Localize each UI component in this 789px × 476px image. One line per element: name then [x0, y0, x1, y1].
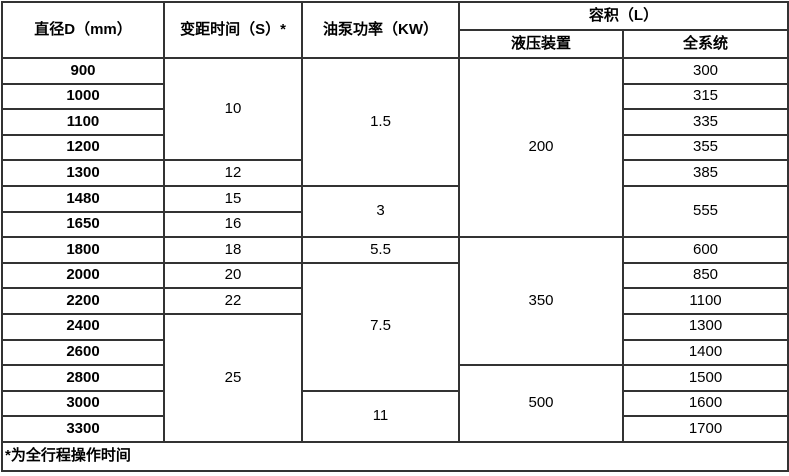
cell-diameter: 1100 — [1, 108, 165, 136]
spec-table-footer: *为全行程操作时间 — [0, 440, 789, 472]
cell-diameter: 1300 — [1, 159, 165, 187]
cell-diameter: 2400 — [1, 312, 165, 341]
table-row: 1800 18 5.5 350 600 — [1, 236, 789, 367]
cell-full-system: 335 — [621, 108, 789, 136]
cell-diameter: 1000 — [1, 82, 165, 111]
cell-pitch-time: 16 — [163, 210, 303, 239]
cell-full-system: 385 — [621, 159, 789, 187]
footnote-row: *为全行程操作时间 — [0, 440, 789, 472]
cell-diameter: 3300 — [1, 415, 165, 443]
cell-pitch-time: 15 — [163, 184, 303, 213]
table-row: 1200 355 — [1, 133, 789, 162]
table-row: 3300 1700 — [1, 415, 789, 443]
header-diameter: 直径D（mm） — [1, 1, 165, 59]
cell-diameter: 2000 — [1, 261, 165, 290]
cell-pump-power: 7.5 — [301, 261, 460, 392]
table-row: 900 10 1.5 200 300 — [1, 56, 789, 239]
cell-full-system: 850 — [621, 261, 789, 290]
cell-full-system: 1100 — [621, 287, 789, 315]
cell-full-system: 315 — [621, 82, 789, 111]
cell-diameter: 2600 — [1, 338, 165, 367]
table-row: 2000 20 7.5 850 — [1, 261, 789, 392]
cell-pump-power: 11 — [301, 389, 460, 443]
cell-pump-power: 3 — [301, 184, 460, 239]
table-row: 2200 22 1100 — [1, 287, 789, 315]
cell-diameter: 1800 — [1, 236, 165, 264]
cell-full-system: 355 — [621, 133, 789, 162]
table-row: 1100 335 — [1, 108, 789, 136]
header-volume: 容积（L） — [457, 1, 789, 31]
header-full-system: 全系统 — [621, 29, 789, 59]
cell-hydraulic: 200 — [458, 56, 624, 239]
header-pitch-time: 变距时间（S）* — [163, 1, 303, 59]
cell-diameter: 2200 — [1, 287, 165, 315]
cell-pitch-time: 12 — [163, 159, 303, 187]
cell-full-system: 600 — [621, 236, 789, 264]
cell-pump-power: 5.5 — [301, 236, 460, 264]
table-row: 2600 1400 — [1, 338, 789, 367]
cell-pitch-time: 10 — [163, 56, 303, 162]
table-row: 1300 12 385 — [1, 159, 789, 187]
cell-pitch-time: 22 — [163, 287, 303, 315]
cell-pitch-time: 25 — [163, 312, 303, 443]
table-row: 1650 16 — [1, 210, 788, 239]
cell-full-system: 1600 — [621, 389, 789, 418]
footnote: *为全行程操作时间 — [0, 440, 789, 472]
table-row: 1480 15 3 555 — [1, 184, 789, 239]
cell-diameter: 1200 — [1, 133, 165, 162]
table-row: 2400 25 1300 — [1, 312, 789, 443]
cell-diameter: 900 — [1, 57, 165, 85]
cell-full-system: 300 — [621, 57, 789, 85]
cell-pitch-time: 18 — [163, 236, 303, 264]
cell-full-system: 1400 — [621, 338, 789, 367]
cell-diameter: 1650 — [1, 210, 165, 239]
cell-full-system: 1500 — [621, 364, 789, 392]
cell-pump-power: 1.5 — [301, 57, 460, 187]
table-row: 3000 11 1600 — [1, 389, 789, 443]
header-row-1: 直径D（mm） 变距时间（S）* 油泵功率（KW） 容积（L） — [1, 1, 789, 59]
cell-diameter: 1480 — [1, 184, 165, 213]
table-row: 2800 500 1500 — [1, 364, 789, 443]
header-pump-power: 油泵功率（KW） — [301, 1, 460, 59]
cell-full-system: 555 — [621, 184, 789, 239]
cell-diameter: 3000 — [1, 389, 165, 418]
cell-hydraulic: 350 — [458, 236, 624, 367]
header-hydraulic: 液压装置 — [458, 29, 624, 59]
spec-table-header: 直径D（mm） 变距时间（S）* 油泵功率（KW） 容积（L） 液压装置 全系统 — [1, 1, 789, 59]
cell-hydraulic: 500 — [458, 364, 624, 443]
spec-table-body: 900 10 1.5 200 300 1000 315 1100 335 1200 355 1300 1… — [1, 56, 789, 443]
cell-pitch-time: 20 — [163, 261, 303, 290]
cell-full-system: 1300 — [621, 312, 789, 341]
header-row-2: 液压装置 全系统 — [2, 29, 789, 59]
cell-diameter: 2800 — [1, 364, 165, 392]
cell-full-system: 1700 — [621, 415, 789, 443]
